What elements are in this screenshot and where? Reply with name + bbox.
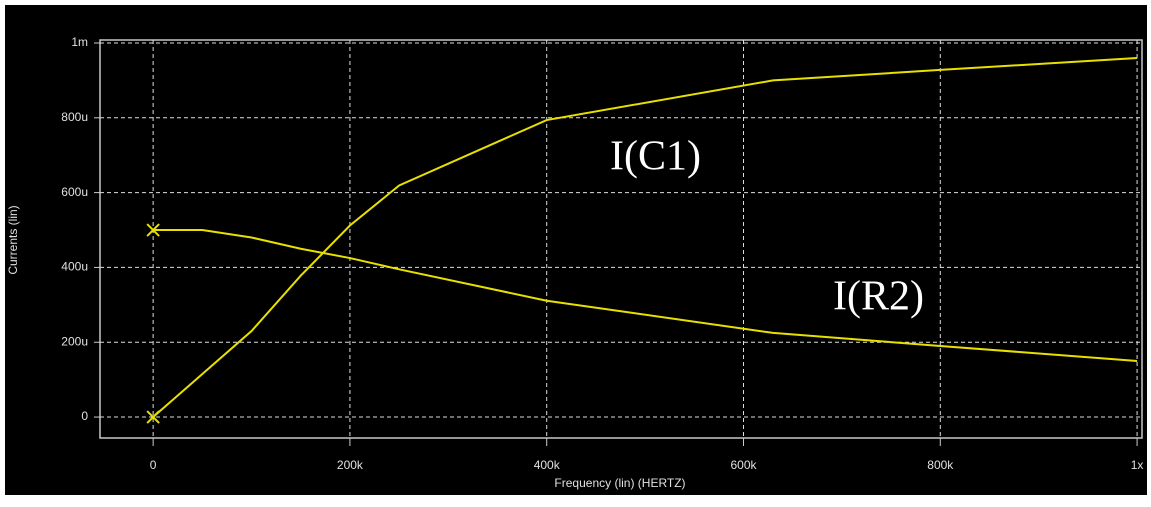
y-tick-label: 0 <box>81 409 88 423</box>
series-line <box>153 229 1138 362</box>
plot-background <box>5 5 1147 495</box>
x-tick-label: 800k <box>927 458 954 472</box>
x-tick-label: 0 <box>150 458 157 472</box>
x-tick-label: 1x <box>1131 458 1144 472</box>
x-tick-label: 200k <box>337 458 364 472</box>
x-tick-label: 600k <box>730 458 757 472</box>
y-tick-label: 400u <box>61 260 88 274</box>
y-tick-label: 200u <box>61 334 88 348</box>
series-line <box>152 56 1138 418</box>
x-axis-label: Frequency (lin) (HERTZ) <box>554 476 685 490</box>
y-tick-label: 1m <box>71 35 88 49</box>
x-tick-label: 400k <box>534 458 561 472</box>
series-marker <box>146 223 160 237</box>
series-label: I(R2) <box>833 274 924 320</box>
series-label: I(C1) <box>610 134 701 180</box>
y-tick-label: 800u <box>61 110 88 124</box>
series-marker <box>146 410 160 424</box>
plot-frame <box>99 39 1143 439</box>
y-axis-label: Currents (lin) <box>6 205 20 274</box>
y-tick-label: 600u <box>61 185 88 199</box>
